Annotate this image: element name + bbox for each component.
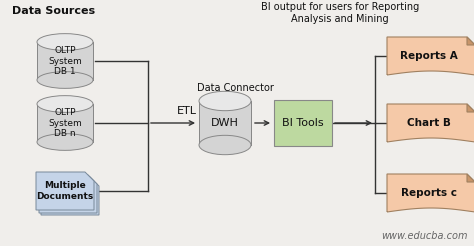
Polygon shape — [467, 37, 474, 45]
Polygon shape — [41, 177, 99, 215]
Ellipse shape — [37, 134, 93, 150]
Text: ETL: ETL — [176, 106, 197, 116]
FancyBboxPatch shape — [274, 100, 332, 146]
Text: OLTP
System
DB n: OLTP System DB n — [48, 108, 82, 138]
Text: BI output for users for Reporting
Analysis and Mining: BI output for users for Reporting Analys… — [261, 2, 419, 24]
Text: www.educba.com: www.educba.com — [382, 231, 468, 241]
Text: Reports c: Reports c — [401, 188, 457, 198]
Text: Reports A: Reports A — [400, 51, 458, 61]
Text: BI Tools: BI Tools — [282, 118, 324, 128]
Polygon shape — [467, 174, 474, 182]
Ellipse shape — [199, 91, 251, 111]
Text: DWH: DWH — [211, 118, 239, 128]
Ellipse shape — [37, 96, 93, 112]
Text: Chart B: Chart B — [407, 118, 451, 128]
Polygon shape — [39, 175, 97, 213]
Bar — [37, 104, 93, 142]
Ellipse shape — [37, 34, 93, 50]
Ellipse shape — [37, 72, 93, 88]
PathPatch shape — [387, 37, 474, 75]
Text: OLTP
System
DB 1: OLTP System DB 1 — [48, 46, 82, 76]
PathPatch shape — [387, 104, 474, 142]
Bar — [199, 101, 251, 145]
Polygon shape — [467, 104, 474, 112]
Polygon shape — [36, 172, 94, 210]
Text: Data Sources: Data Sources — [12, 6, 95, 16]
PathPatch shape — [387, 174, 474, 212]
Ellipse shape — [199, 135, 251, 155]
Bar — [37, 42, 93, 80]
Text: Data Connector: Data Connector — [197, 83, 273, 93]
Text: Multiple
Documents: Multiple Documents — [36, 181, 94, 201]
